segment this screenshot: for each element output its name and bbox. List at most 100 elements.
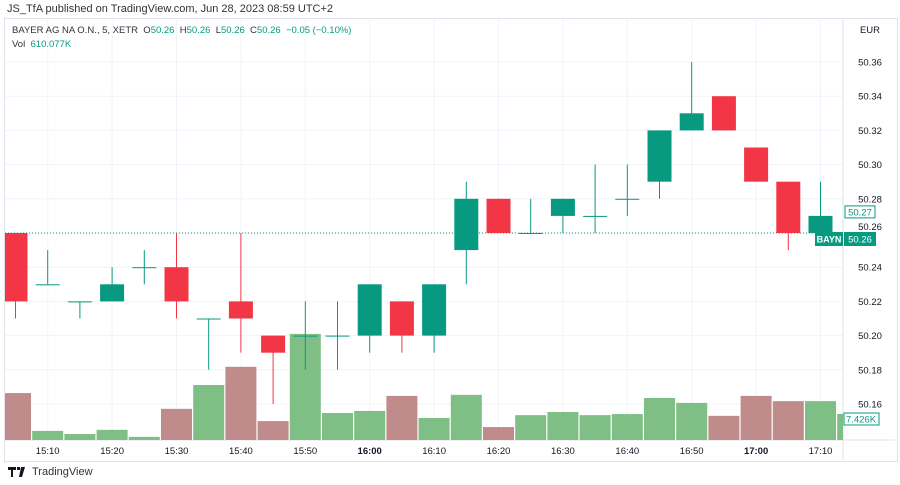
candle-body bbox=[132, 267, 157, 269]
volume-bar bbox=[611, 414, 643, 440]
candle-body bbox=[389, 301, 414, 336]
volume-bar bbox=[193, 385, 225, 440]
currency-label: EUR bbox=[860, 25, 880, 36]
candle-body bbox=[196, 318, 221, 320]
price-tick: 50.16 bbox=[858, 400, 882, 411]
time-tick: 17:10 bbox=[809, 446, 833, 457]
volume-bar bbox=[579, 415, 611, 440]
volume-bar bbox=[418, 417, 450, 440]
time-tick: 16:00 bbox=[358, 446, 382, 457]
brand-name: TradingView bbox=[32, 466, 93, 478]
candle-body bbox=[808, 215, 833, 233]
change-value: −0.05 (−0.10%) bbox=[285, 25, 352, 36]
candle-body bbox=[261, 335, 286, 353]
last-price-label bbox=[844, 232, 876, 246]
volume-bar bbox=[161, 408, 192, 440]
symbol-tag-text: BAYN bbox=[817, 235, 842, 245]
last-price-text: 50.26 bbox=[848, 235, 872, 246]
time-tick: 16:50 bbox=[680, 446, 704, 457]
publish-info: JS_TfA published on TradingView.com, Jun… bbox=[7, 3, 334, 15]
volume-bar bbox=[547, 411, 579, 440]
price-tick: 50.24 bbox=[858, 263, 882, 274]
candle-body bbox=[679, 113, 704, 131]
volume-bar bbox=[483, 427, 514, 440]
plot-area bbox=[5, 62, 843, 440]
symbol-tag bbox=[815, 232, 843, 246]
candle-body bbox=[615, 198, 640, 200]
candle-body bbox=[583, 215, 608, 217]
volume-bar bbox=[257, 421, 289, 440]
volume-bar bbox=[322, 413, 353, 440]
last-volume-label bbox=[843, 412, 880, 426]
price-tick: 50.18 bbox=[858, 365, 882, 376]
candle-body bbox=[711, 96, 736, 131]
candle-body bbox=[518, 233, 543, 234]
volume-bar bbox=[676, 402, 708, 440]
candle-body bbox=[486, 198, 511, 233]
volume-bar bbox=[837, 413, 843, 440]
volume-value: 610.077K bbox=[30, 39, 72, 50]
volume-bar bbox=[708, 415, 740, 440]
price-tick: 50.20 bbox=[858, 331, 882, 342]
volume-row: Vol 610.077K bbox=[12, 39, 72, 50]
ohlc-row: BAYER AG NA O.N., 5, XETR O50.26 H50.26 … bbox=[12, 25, 352, 36]
price-tick: 50.34 bbox=[858, 92, 882, 103]
candle-body bbox=[100, 284, 125, 302]
time-tick: 15:20 bbox=[100, 446, 124, 457]
chart-frame bbox=[4, 18, 898, 462]
volume-bar bbox=[772, 401, 804, 440]
candle-body bbox=[422, 284, 447, 336]
candle-body bbox=[357, 284, 382, 336]
candle-body bbox=[5, 233, 28, 302]
time-tick: 16:10 bbox=[422, 446, 446, 457]
tradingview-logo-icon bbox=[8, 467, 25, 477]
candle-body bbox=[776, 181, 801, 233]
time-tick: 15:40 bbox=[229, 446, 253, 457]
volume-bar bbox=[64, 434, 96, 440]
candle-body bbox=[744, 147, 769, 182]
candle-body bbox=[293, 335, 318, 337]
volume-bar bbox=[450, 394, 482, 440]
candle-body bbox=[228, 301, 253, 319]
price-tick: 50.32 bbox=[858, 126, 882, 137]
price-tick: 50.36 bbox=[858, 58, 882, 69]
close-value: 50.26 bbox=[256, 25, 281, 36]
candle-body bbox=[35, 284, 60, 286]
candle-body bbox=[454, 198, 479, 251]
volume-bar bbox=[5, 393, 31, 440]
time-tick: 15:10 bbox=[36, 446, 60, 457]
low-value: 50.26 bbox=[220, 25, 245, 36]
price-tick: 50.26 bbox=[858, 222, 882, 233]
candle-body bbox=[550, 198, 575, 216]
volume-bar bbox=[386, 395, 418, 440]
candle-body bbox=[164, 267, 189, 302]
volume-bar bbox=[96, 429, 128, 440]
time-tick: 16:30 bbox=[551, 446, 575, 457]
price-tick: 50.30 bbox=[858, 160, 882, 171]
time-tick: 15:50 bbox=[293, 446, 317, 457]
prev-close-label bbox=[844, 205, 876, 219]
price-tick: 50.28 bbox=[858, 194, 882, 205]
legend: BAYER AG NA O.N., 5, XETR O50.26 H50.26 … bbox=[12, 24, 351, 52]
prev-close-text: 50.27 bbox=[848, 207, 872, 218]
candle-body bbox=[67, 301, 92, 303]
open-value: 50.26 bbox=[150, 25, 175, 36]
candle-body bbox=[325, 335, 350, 337]
candle-body bbox=[647, 130, 672, 182]
symbol-name[interactable]: BAYER AG NA O.N., 5, XETR bbox=[12, 25, 139, 36]
time-tick: 16:20 bbox=[487, 446, 511, 457]
time-tick: 16:40 bbox=[615, 446, 639, 457]
volume-bar bbox=[225, 366, 257, 440]
time-tick: 17:00 bbox=[744, 446, 768, 457]
price-tick: 50.22 bbox=[858, 297, 882, 308]
time-tick: 15:30 bbox=[165, 446, 189, 457]
last-volume-text: 7.426K bbox=[846, 415, 877, 426]
volume-bar bbox=[644, 397, 675, 440]
volume-bar bbox=[128, 436, 160, 440]
footer: TradingView bbox=[8, 466, 93, 478]
volume-bar bbox=[805, 401, 836, 440]
volume-bar bbox=[740, 395, 772, 440]
volume-bar bbox=[354, 410, 386, 440]
high-value: 50.26 bbox=[186, 25, 211, 36]
